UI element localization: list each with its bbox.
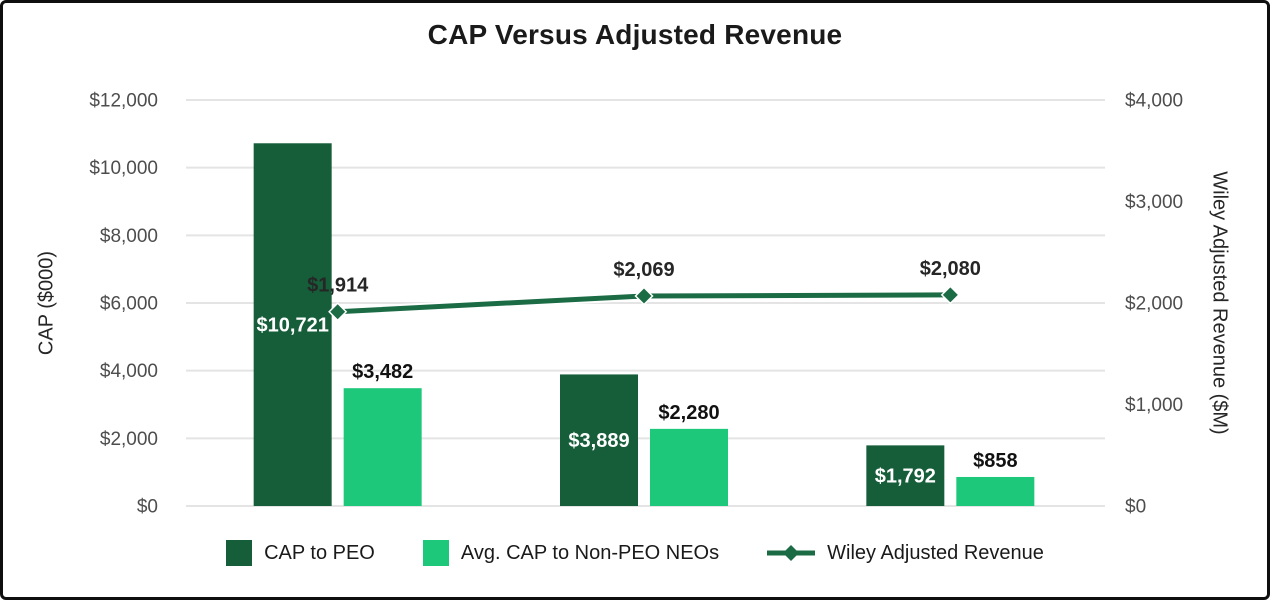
line-data-label: $2,069 [613,259,674,281]
bar-dark [560,374,638,506]
bar-data-label: $3,889 [568,430,629,452]
line-marker-diamond [940,285,960,305]
line-marker-diamond [634,286,654,306]
left-axis-tick: $0 [137,497,158,518]
line-marker-diamond [328,302,348,322]
bar-data-label: $858 [973,450,1018,472]
legend-item: CAP to PEO [226,540,375,566]
bar-data-label: $2,280 [658,402,719,424]
bar-dark [253,143,332,506]
legend-swatch-icon [226,540,253,566]
legend: CAP to PEO Avg. CAP to Non-PEO NEOs Wiley … [3,536,1267,570]
legend-label: CAP to PEO [264,541,375,564]
right-axis-tick: $1,000 [1125,395,1183,416]
right-axis-tick: $2,000 [1125,294,1183,315]
legend-item: Wiley Adjusted Revenue [767,542,1044,565]
legend-line-marker-icon [767,545,816,561]
chart-title: CAP Versus Adjusted Revenue [427,19,843,50]
bar-data-label: $1,792 [875,466,936,488]
right-axis-tick: $4,000 [1125,91,1183,112]
left-axis-tick: $8,000 [100,226,158,247]
right-axis-tick: $0 [1125,497,1146,518]
left-axis-tick: $6,000 [100,294,158,315]
legend-label: Avg. CAP to Non-PEO NEOs [460,541,720,564]
bar-data-label: $3,482 [352,361,413,383]
bar-light [650,428,728,506]
bar-light [343,388,422,506]
left-axis-tick: $4,000 [100,361,158,382]
line-data-label: $2,080 [920,258,981,280]
bar-light [956,476,1035,506]
right-axis-tick: $3,000 [1125,192,1183,213]
bar-dark [866,445,945,506]
left-axis-tick: $2,000 [100,429,158,450]
plot-area: $12,000 $10,000 $8,000 $6,000 $4,000 $2,000 $0… [89,91,1183,518]
left-axis-tick: $12,000 [89,91,158,112]
legend-item: Avg. CAP to Non-PEO NEOs [422,540,720,566]
legend-swatch-icon [422,540,449,566]
legend-label: Wiley Adjusted Revenue [827,541,1044,564]
line-data-label: $1,914 [307,275,369,297]
bar-data-label: $10,721 [257,315,329,337]
left-axis-tick: $10,000 [89,158,158,179]
